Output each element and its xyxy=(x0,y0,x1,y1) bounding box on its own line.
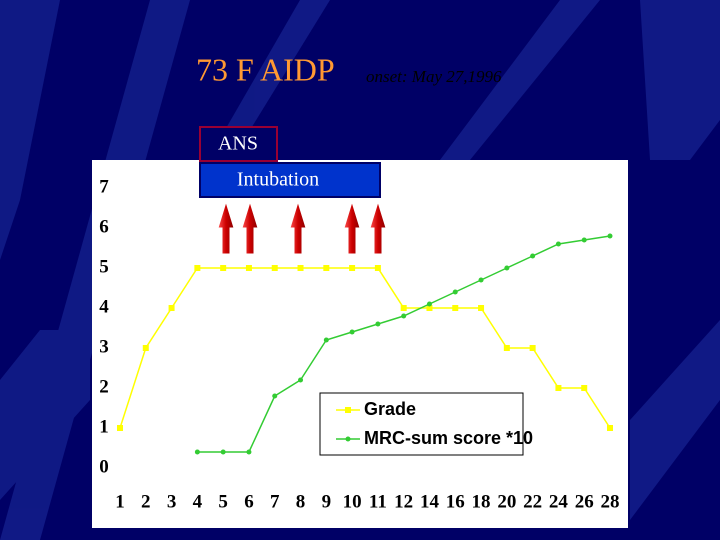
slide-title: 73 F AIDP xyxy=(196,51,335,87)
legend-label: Grade xyxy=(364,399,416,419)
point-marker xyxy=(297,265,304,271)
point-marker xyxy=(349,329,355,335)
point-marker xyxy=(581,237,587,243)
point-marker xyxy=(530,253,536,259)
x-tick-label: 24 xyxy=(549,491,569,512)
x-tick-label: 12 xyxy=(394,491,413,512)
x-tick-label: 9 xyxy=(322,491,332,512)
point-marker xyxy=(607,425,613,431)
chart-area xyxy=(92,160,628,528)
x-tick-label: 8 xyxy=(296,491,306,512)
x-tick-label: 11 xyxy=(369,491,387,512)
intubation-arrows xyxy=(217,200,387,255)
y-tick-label: 4 xyxy=(99,296,109,317)
point-marker xyxy=(323,265,330,271)
y-tick-label: 6 xyxy=(99,216,109,237)
point-marker xyxy=(503,345,510,351)
x-tick-label: 5 xyxy=(218,491,228,512)
x-tick-label: 10 xyxy=(343,491,362,512)
point-marker xyxy=(478,305,485,311)
y-tick-label: 3 xyxy=(99,336,109,357)
point-marker xyxy=(504,265,510,271)
point-marker xyxy=(581,385,588,391)
legend-label: MRC-sum score *10 xyxy=(364,428,533,448)
ans-label: ANS xyxy=(218,133,258,155)
point-marker xyxy=(529,345,536,351)
point-marker xyxy=(194,265,201,271)
point-marker xyxy=(452,305,459,311)
point-marker xyxy=(426,301,432,307)
x-tick-label: 26 xyxy=(575,491,594,512)
point-marker xyxy=(323,337,329,343)
x-tick-label: 6 xyxy=(244,491,254,512)
point-marker xyxy=(452,289,458,295)
legend-box xyxy=(319,392,524,456)
x-tick-label: 3 xyxy=(167,491,177,512)
y-tick-label: 7 xyxy=(99,176,109,197)
point-marker xyxy=(245,265,252,271)
point-marker xyxy=(220,449,226,455)
x-tick-label: 22 xyxy=(523,491,542,512)
x-tick-label: 16 xyxy=(446,491,465,512)
legend-swatch-marker xyxy=(345,436,351,442)
point-marker xyxy=(478,277,484,283)
x-tick-label: 1 xyxy=(115,491,125,512)
legend-swatch-marker xyxy=(345,407,351,413)
point-marker xyxy=(555,241,561,247)
x-tick-label: 20 xyxy=(497,491,516,512)
point-marker xyxy=(298,377,304,383)
point-marker xyxy=(142,345,149,351)
y-tick-label: 5 xyxy=(99,256,109,277)
point-marker xyxy=(349,265,356,271)
x-tick-label: 28 xyxy=(601,491,620,512)
point-marker xyxy=(272,393,278,399)
slide-subtitle: onset: May 27,1996 xyxy=(366,67,502,86)
point-marker xyxy=(168,305,175,311)
y-tick-label: 0 xyxy=(99,456,109,477)
y-tick-label: 1 xyxy=(99,416,109,437)
intubation-box xyxy=(199,162,381,198)
x-tick-label: 18 xyxy=(472,491,491,512)
point-marker xyxy=(400,305,407,311)
x-tick-label: 2 xyxy=(141,491,151,512)
point-marker xyxy=(401,313,407,319)
point-marker xyxy=(426,305,433,311)
point-marker xyxy=(117,425,123,431)
point-marker xyxy=(246,449,252,455)
point-marker xyxy=(271,265,278,271)
point-marker xyxy=(607,233,613,239)
x-tick-label: 7 xyxy=(270,491,280,512)
intubation-label: Intubation xyxy=(237,169,319,191)
ans-box xyxy=(199,126,278,162)
point-marker xyxy=(220,265,227,271)
point-marker xyxy=(555,385,562,391)
point-marker xyxy=(194,449,200,455)
series-line xyxy=(119,267,611,429)
point-marker xyxy=(374,265,381,271)
point-marker xyxy=(375,321,381,327)
y-tick-label: 2 xyxy=(99,376,109,397)
x-tick-label: 14 xyxy=(420,491,440,512)
x-tick-label: 4 xyxy=(193,491,203,512)
